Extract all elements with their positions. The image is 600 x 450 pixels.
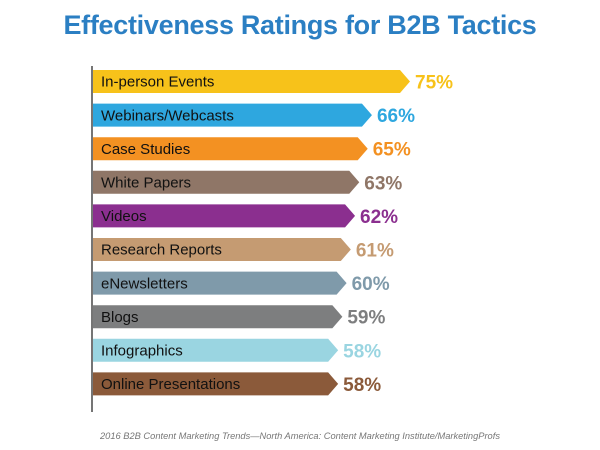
category-label: Infographics: [101, 343, 183, 360]
category-label: Webinars/Webcasts: [101, 107, 234, 124]
value-label: 59%: [347, 308, 385, 329]
value-label: 75%: [415, 73, 453, 94]
bar: [93, 305, 343, 329]
value-label: 66%: [377, 106, 415, 127]
category-label: White Papers: [101, 175, 191, 192]
value-label: 65%: [373, 140, 411, 161]
value-label: 61%: [356, 241, 394, 262]
category-label: Case Studies: [101, 141, 190, 158]
value-label: 62%: [360, 207, 398, 228]
source-note: 2016 B2B Content Marketing Trends—North …: [100, 431, 500, 441]
category-label: eNewsletters: [101, 275, 188, 292]
category-label: In-person Events: [101, 74, 214, 91]
category-label: Research Reports: [101, 242, 222, 259]
bar: [93, 204, 356, 228]
value-label: 60%: [352, 274, 390, 295]
category-label: Videos: [101, 208, 147, 225]
bar: [93, 170, 360, 194]
bar: [93, 103, 372, 127]
value-label: 58%: [343, 375, 381, 396]
chart-title: Effectiveness Ratings for B2B Tactics: [63, 10, 537, 40]
bar: [93, 137, 368, 161]
bar: [93, 70, 410, 93]
bar: [93, 238, 351, 261]
bar: [93, 338, 339, 362]
bar: [93, 271, 347, 295]
category-label: Blogs: [101, 309, 139, 326]
category-label: Online Presentations: [101, 376, 240, 393]
value-label: 58%: [343, 341, 381, 362]
bar: [93, 372, 339, 396]
value-label: 63%: [364, 173, 402, 194]
